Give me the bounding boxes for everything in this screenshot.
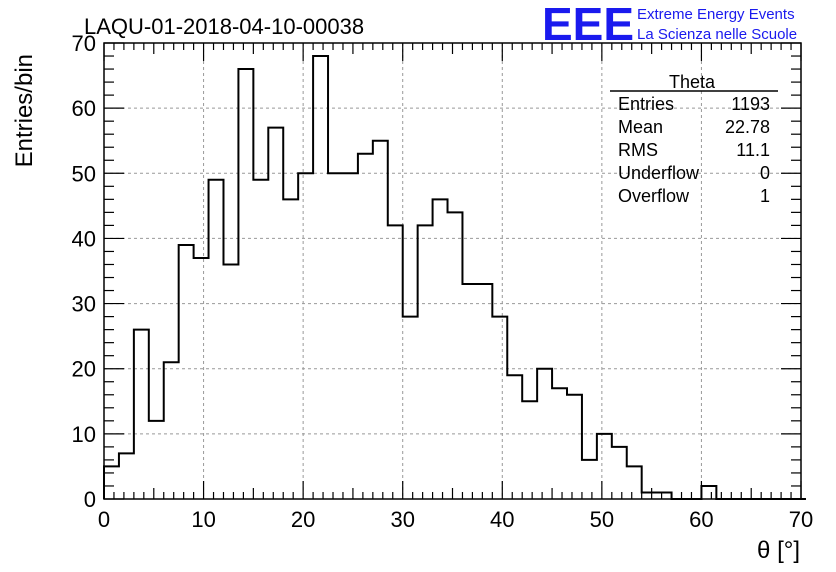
x-tick-label: 10 bbox=[191, 507, 215, 532]
histogram-bin bbox=[104, 466, 119, 499]
y-tick-label: 40 bbox=[72, 226, 96, 251]
x-tick-label: 0 bbox=[98, 507, 110, 532]
histogram-bin bbox=[388, 225, 403, 499]
stats-title: Theta bbox=[669, 72, 716, 92]
stats-row-label: Underflow bbox=[618, 163, 700, 183]
stats-box: Theta Entries 1193 Mean 22.78 RMS 11.1 Underfl… bbox=[610, 72, 778, 206]
stats-row-value: 1193 bbox=[731, 94, 770, 114]
chart-title: LAQU-01-2018-04-10-00038 bbox=[84, 14, 364, 39]
stats-row-label: Entries bbox=[618, 94, 674, 114]
logo-line2: La Scienza nelle Scuole bbox=[637, 26, 797, 43]
stats-row-value: 0 bbox=[760, 163, 770, 183]
histogram-bin bbox=[507, 375, 522, 499]
stats-row-value: 1 bbox=[760, 186, 770, 206]
histogram-bin bbox=[627, 466, 642, 499]
stats-row-label: RMS bbox=[618, 140, 658, 160]
x-tick-label: 20 bbox=[291, 507, 315, 532]
histogram-bin bbox=[418, 225, 433, 499]
histogram-bin bbox=[642, 492, 657, 499]
y-tick-label: 10 bbox=[72, 422, 96, 447]
histogram-bin bbox=[462, 284, 477, 499]
histogram-bin bbox=[657, 492, 672, 499]
axis-ticks bbox=[103, 42, 802, 500]
histogram-bin bbox=[298, 173, 313, 499]
grid-lines bbox=[104, 43, 801, 499]
histogram-bin bbox=[492, 317, 507, 499]
y-tick-label: 0 bbox=[84, 487, 96, 512]
y-tick-label: 20 bbox=[72, 357, 96, 382]
histogram-bin bbox=[522, 401, 537, 499]
histogram-bin bbox=[433, 199, 448, 499]
x-tick-label: 40 bbox=[490, 507, 514, 532]
histogram-bin bbox=[597, 434, 612, 499]
x-tick-label: 60 bbox=[689, 507, 713, 532]
histogram-bin bbox=[134, 330, 149, 499]
histogram-bin bbox=[477, 284, 492, 499]
stats-row-value: 22.78 bbox=[725, 117, 770, 137]
stats-rows: Entries 1193 Mean 22.78 RMS 11.1 Underflow 0 Ove… bbox=[618, 94, 770, 206]
stats-row-label: Overflow bbox=[618, 186, 690, 206]
histogram-bin bbox=[179, 245, 194, 499]
histogram-bin bbox=[612, 447, 627, 499]
histogram-bin bbox=[701, 486, 716, 499]
logo-line1: Extreme Energy Events bbox=[637, 6, 795, 23]
histogram-bin bbox=[149, 421, 164, 499]
histogram-bin bbox=[119, 453, 134, 499]
histogram-bin bbox=[268, 128, 283, 499]
stats-row-label: Mean bbox=[618, 117, 663, 137]
histogram-bin bbox=[373, 141, 388, 499]
eee-logo: EEE Extreme Energy Events La Scienza nel… bbox=[542, 0, 797, 50]
x-tick-label: 70 bbox=[789, 507, 813, 532]
y-tick-label: 60 bbox=[72, 96, 96, 121]
x-tick-label: 30 bbox=[390, 507, 414, 532]
histogram-bin bbox=[238, 69, 253, 499]
histogram-outline bbox=[103, 55, 806, 500]
y-axis-label: Entries/bin bbox=[11, 54, 38, 167]
histogram-bin bbox=[209, 180, 224, 499]
histogram-bin bbox=[403, 317, 418, 499]
y-tick-label: 50 bbox=[72, 161, 96, 186]
histogram-bin bbox=[164, 362, 179, 499]
x-tick-label: 50 bbox=[590, 507, 614, 532]
histogram-bin bbox=[328, 173, 343, 499]
y-tick-label: 70 bbox=[72, 31, 96, 56]
histogram-bin bbox=[582, 460, 597, 499]
histogram-bin bbox=[552, 388, 567, 499]
x-axis-label: θ [°] bbox=[757, 537, 800, 564]
histogram-bars bbox=[103, 55, 806, 500]
x-tick-labels: 0 10 20 30 40 50 60 70 bbox=[98, 507, 813, 532]
histogram-bin bbox=[223, 264, 238, 499]
stats-row-value: 11.1 bbox=[736, 140, 770, 160]
histogram-bin bbox=[253, 180, 268, 499]
y-tick-label: 30 bbox=[72, 292, 96, 317]
histogram-bin bbox=[448, 212, 463, 499]
histogram-bin bbox=[194, 258, 209, 499]
histogram-bin bbox=[358, 154, 373, 499]
histogram-bin bbox=[537, 369, 552, 499]
logo-mark: EEE bbox=[542, 0, 634, 50]
histogram-bin bbox=[313, 56, 328, 499]
histogram-bin bbox=[283, 199, 298, 499]
histogram-bin bbox=[343, 173, 358, 499]
y-tick-labels: 0 10 20 30 40 50 60 70 bbox=[72, 31, 96, 512]
histogram-bin bbox=[567, 395, 582, 499]
